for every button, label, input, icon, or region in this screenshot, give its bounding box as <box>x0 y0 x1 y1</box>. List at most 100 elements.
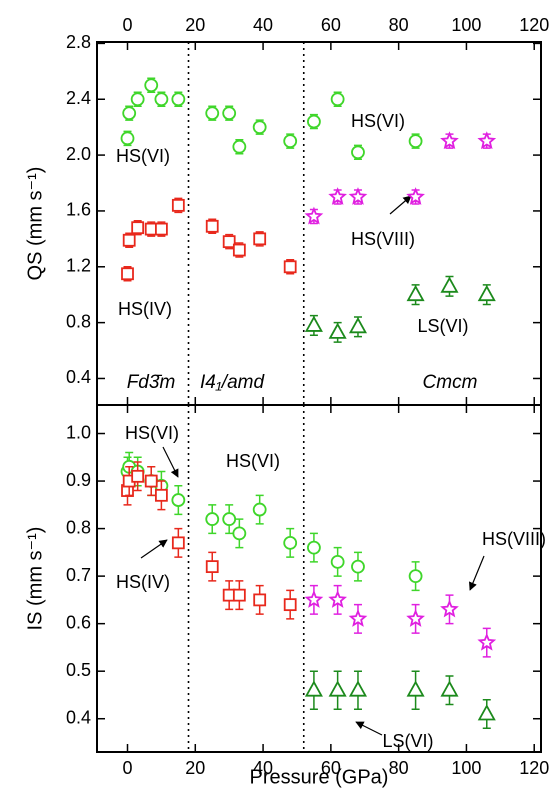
point <box>283 260 297 274</box>
annotation: HS(IV) <box>116 572 170 592</box>
arrows <box>140 195 485 736</box>
y-tick-label: 1.6 <box>66 200 91 220</box>
point <box>253 593 267 607</box>
point <box>304 206 324 225</box>
y-tick-label: 0.9 <box>66 470 91 490</box>
point <box>131 469 145 483</box>
point <box>304 315 323 332</box>
annotation: HS(VI) <box>116 146 170 166</box>
point <box>406 680 425 697</box>
point <box>477 704 496 721</box>
point <box>348 609 368 627</box>
point <box>205 560 219 574</box>
y-tick-label: 0.6 <box>66 612 91 632</box>
point <box>307 540 321 555</box>
point <box>144 474 158 488</box>
y-tick-label: 0.7 <box>66 565 91 585</box>
arrow <box>162 446 179 478</box>
point <box>130 92 145 107</box>
point <box>222 235 236 249</box>
point <box>144 78 159 93</box>
x-tick-label: 0 <box>122 15 132 35</box>
point <box>122 233 136 247</box>
x-tick-label: 60 <box>321 15 341 35</box>
annotation: HS(IV) <box>118 299 172 319</box>
point <box>348 316 368 334</box>
point <box>154 222 168 236</box>
point <box>252 502 267 517</box>
point <box>477 284 496 302</box>
annotation: HS(VI) <box>125 423 179 443</box>
x-tick-label: 0 <box>122 758 132 778</box>
plot-frame <box>96 404 542 753</box>
x-tick-label: 20 <box>185 15 205 35</box>
point <box>205 219 219 233</box>
x-tick-label: 120 <box>519 15 549 35</box>
x-tick-label: 40 <box>253 758 273 778</box>
point <box>122 106 137 121</box>
y-tick-label: 0.4 <box>66 367 91 387</box>
point <box>440 131 459 150</box>
arrow <box>468 555 485 591</box>
point <box>222 106 237 121</box>
annotation: HS(VIII) <box>351 229 415 249</box>
point <box>154 92 169 107</box>
x-tick-label: 80 <box>389 758 409 778</box>
y-tick-label: 0.4 <box>66 707 91 727</box>
arrow <box>389 195 412 215</box>
y-tick-label: 0.8 <box>66 311 91 331</box>
x-tick-label: 80 <box>389 15 409 35</box>
arrow <box>355 721 383 736</box>
point <box>440 276 459 293</box>
point <box>222 512 237 526</box>
point <box>232 139 247 154</box>
x-tick-label: 100 <box>451 758 481 778</box>
point <box>477 131 497 150</box>
y-tick-label: 2.0 <box>66 144 91 164</box>
point <box>120 131 135 146</box>
point <box>304 590 324 608</box>
point <box>351 145 365 160</box>
y-tick-label: 0.5 <box>66 660 91 680</box>
phase-label: I4₁/amd <box>200 372 266 393</box>
point <box>351 559 365 574</box>
annotation: LS(VI) <box>417 316 468 336</box>
point <box>171 92 186 107</box>
point <box>232 526 247 541</box>
y-axis-label: QS (mm s⁻¹) <box>24 167 46 281</box>
point <box>406 609 425 627</box>
point <box>283 535 298 550</box>
phase-label: Fd3̄m <box>127 372 176 393</box>
annotation: HS(VI) <box>226 451 280 471</box>
point <box>154 488 168 502</box>
y-axis-label: IS (mm s⁻¹) <box>24 527 46 631</box>
point <box>205 106 220 121</box>
point <box>171 536 185 550</box>
point <box>283 598 297 612</box>
point <box>171 198 185 212</box>
point <box>232 243 246 257</box>
x-tick-label: 100 <box>451 15 481 35</box>
point <box>330 554 345 569</box>
point <box>171 493 186 507</box>
point <box>330 92 345 107</box>
x-tick-label: 40 <box>253 15 273 35</box>
point <box>408 134 423 149</box>
y-tick-label: 2.4 <box>66 88 91 108</box>
point <box>252 120 267 135</box>
point <box>131 221 145 235</box>
point <box>328 322 347 339</box>
arrow <box>140 539 168 559</box>
x-tick-label: 20 <box>185 758 205 778</box>
point <box>283 134 298 149</box>
point <box>307 114 321 129</box>
point <box>406 284 425 302</box>
point <box>348 680 368 697</box>
point <box>440 599 459 618</box>
point <box>328 680 347 697</box>
annotation: LS(VI) <box>382 731 433 751</box>
point <box>232 588 246 602</box>
point <box>406 187 425 205</box>
y-tick-label: 1.0 <box>66 422 91 442</box>
x-axis-label: Pressure (GPa) <box>250 766 389 788</box>
